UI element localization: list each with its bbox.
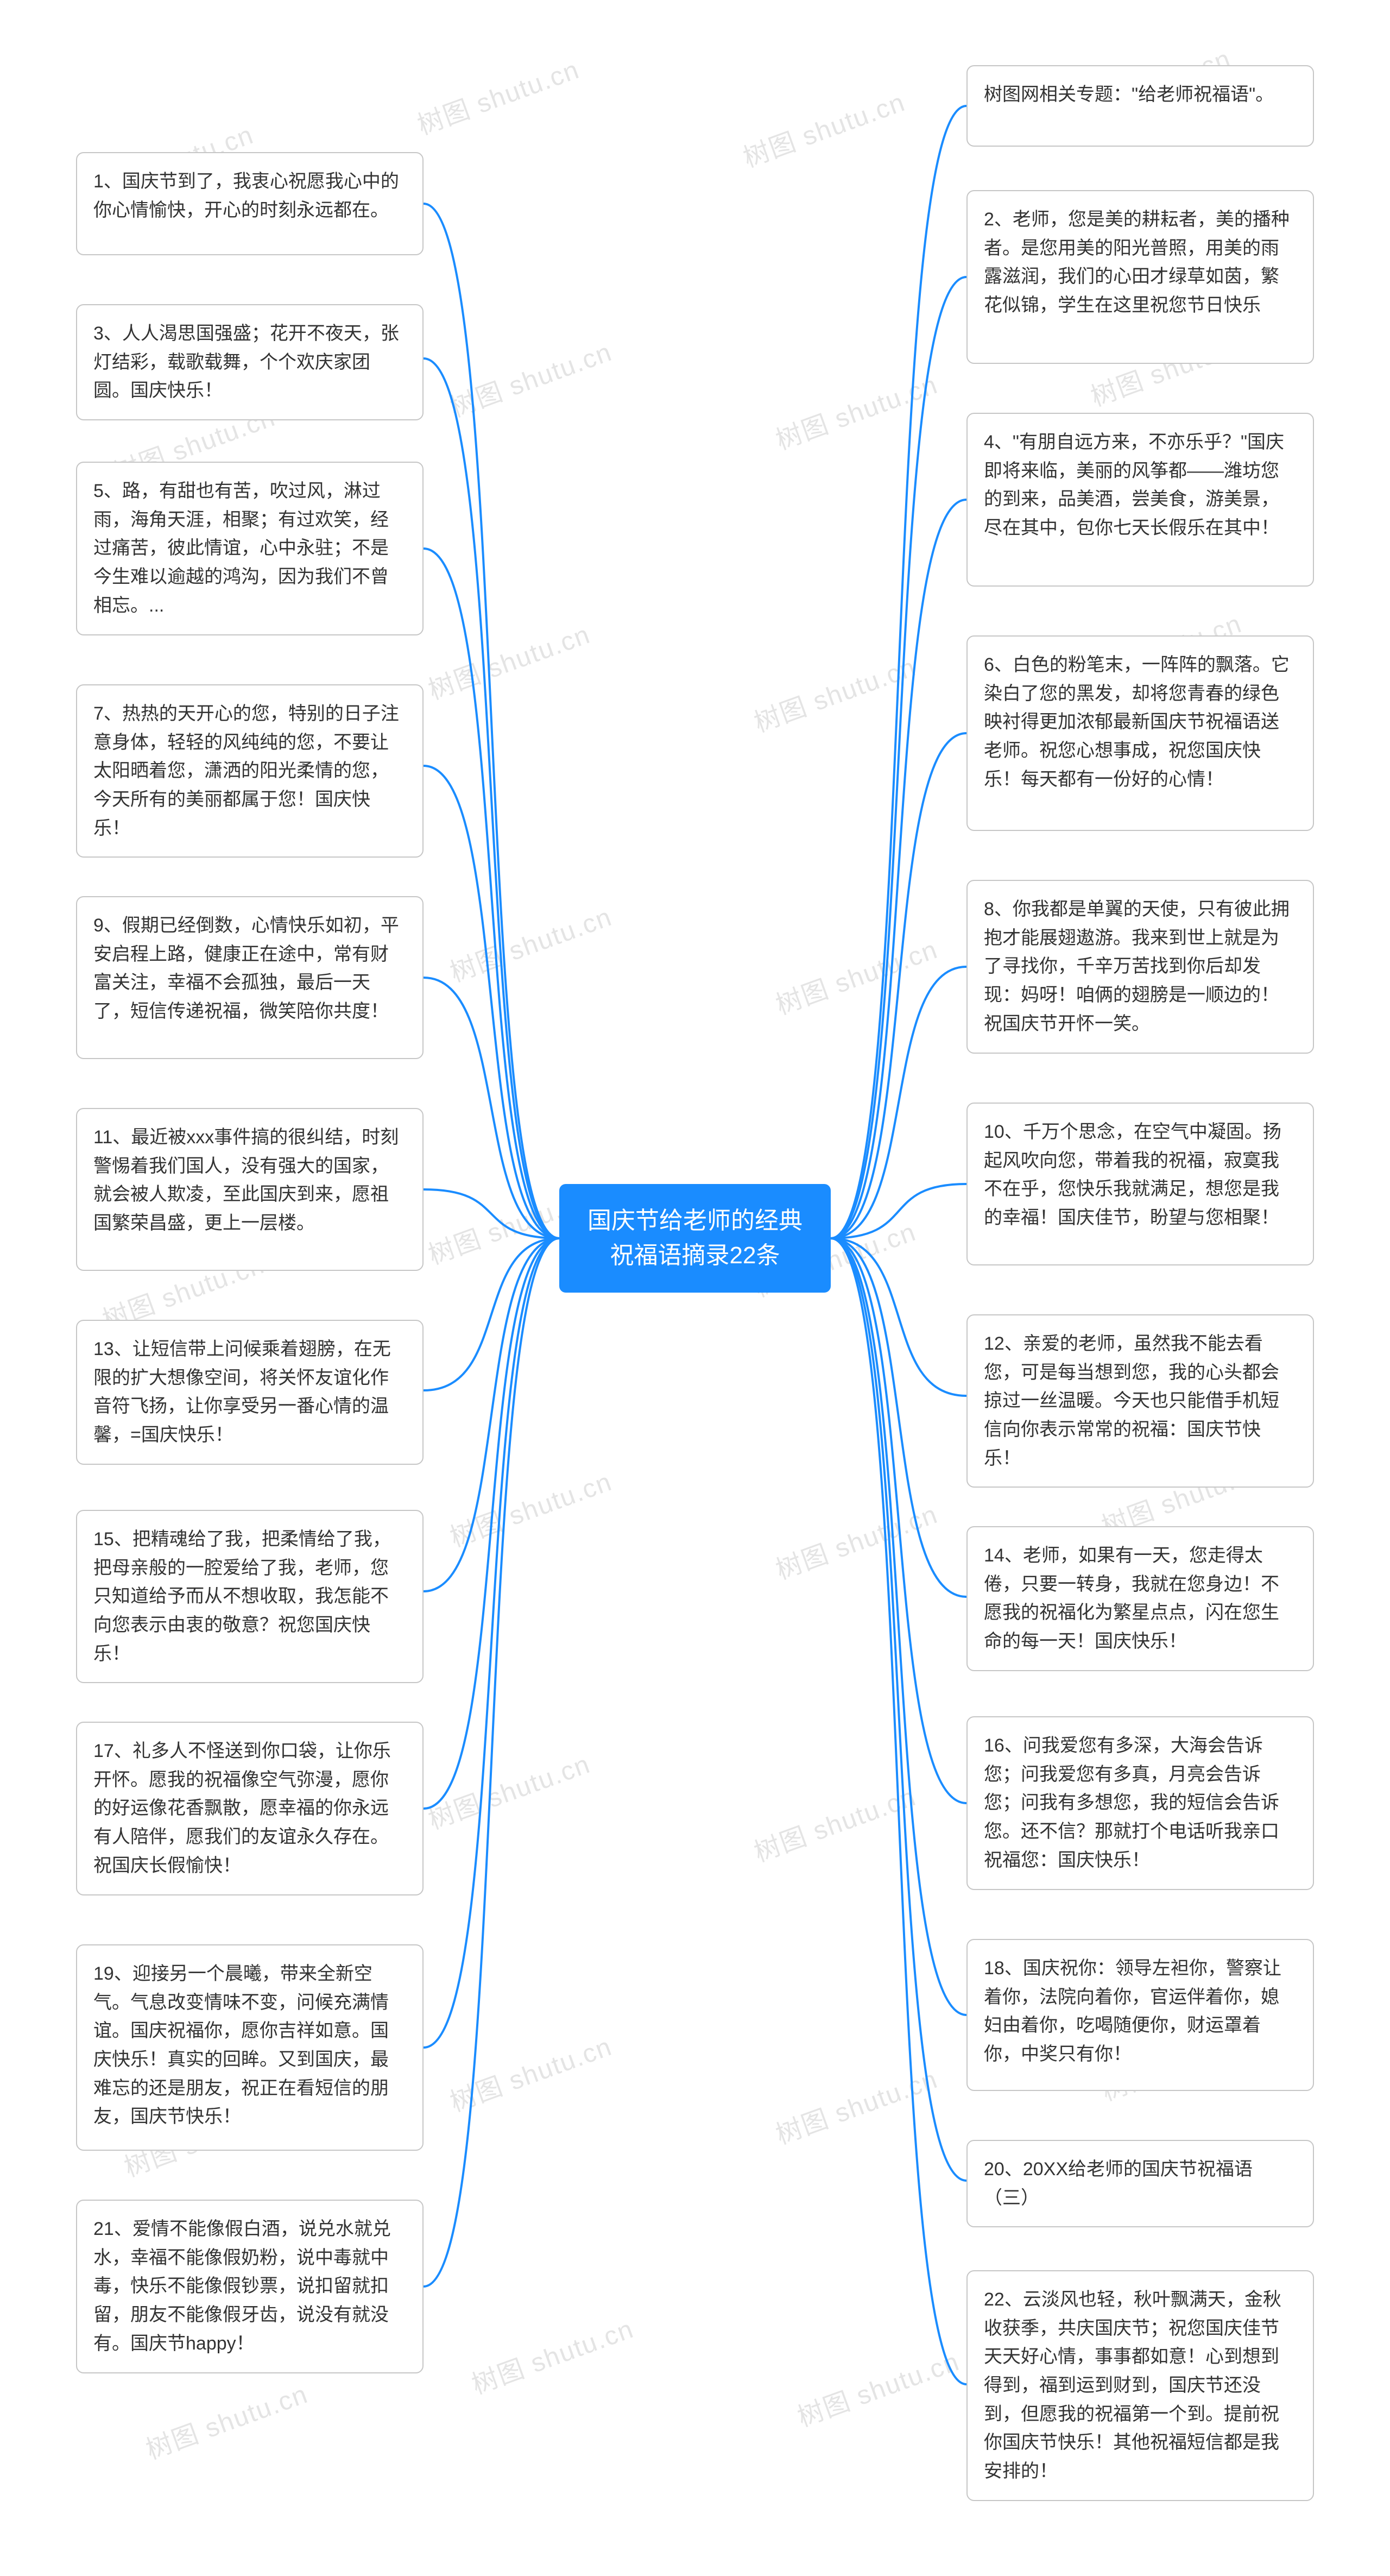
leaf-text: 9、假期已经倒数，心情快乐如初，平安启程上路，健康正在途中，常有财富关注，幸福不… bbox=[93, 915, 399, 1022]
leaf-node-17[interactable]: 17、礼多人不怪送到你口袋，让你乐开怀。愿我的祝福像空气弥漫，愿你的好运像花香飘… bbox=[76, 1722, 424, 1895]
leaf-text: 12、亲爱的老师，虽然我不能去看您，可是每当想到您，我的心头都会掠过一丝温暖。今… bbox=[984, 1333, 1279, 1469]
leaf-text: 树图网相关专题："给老师祝福语"。 bbox=[984, 84, 1274, 105]
leaf-node-20[interactable]: 20、20XX给老师的国庆节祝福语（三） bbox=[966, 2140, 1314, 2227]
leaf-text: 2、老师，您是美的耕耘者，美的播种者。是您用美的阳光普照，用美的雨露滋润，我们的… bbox=[984, 209, 1290, 316]
leaf-node-19[interactable]: 19、迎接另一个晨曦，带来全新空气。气息改变情味不变，问候充满情谊。国庆祝福你，… bbox=[76, 1944, 424, 2151]
leaf-text: 15、把精魂给了我，把柔情给了我，把母亲般的一腔爱给了我，老师，您只知道给予而从… bbox=[93, 1529, 391, 1664]
leaf-node-7[interactable]: 7、热热的天开心的您，特别的日子注意身体，轻轻的风纯纯的您，不要让太阳晒着您，潇… bbox=[76, 684, 424, 858]
leaf-node-3[interactable]: 3、人人渴思国强盛；花开不夜天，张灯结彩，载歌载舞，个个欢庆家团圆。国庆快乐！ bbox=[76, 304, 424, 420]
leaf-text: 20、20XX给老师的国庆节祝福语（三） bbox=[984, 2159, 1253, 2208]
leaf-text: 3、人人渴思国强盛；花开不夜天，张灯结彩，载歌载舞，个个欢庆家团圆。国庆快乐！ bbox=[93, 323, 399, 401]
leaf-node-5[interactable]: 5、路，有甜也有苦，吹过风，淋过雨，海角天涯，相聚；有过欢笑，经过痛苦，彼此情谊… bbox=[76, 462, 424, 635]
leaf-text: 8、你我都是单翼的天使，只有彼此拥抱才能展翅遨游。我来到世上就是为了寻找你，千辛… bbox=[984, 899, 1290, 1034]
leaf-text: 1、国庆节到了，我衷心祝愿我心中的你心情愉快，开心的时刻永远都在。 bbox=[93, 171, 399, 221]
leaf-text: 21、爱情不能像假白酒，说兑水就兑水，幸福不能像假奶粉，说中毒就中毒，快乐不能像… bbox=[93, 2219, 391, 2354]
mindmap-canvas: 树图 shutu.cn树图 shutu.cn树图 shutu.cn树图 shut… bbox=[0, 0, 1390, 2576]
leaf-node-21[interactable]: 21、爱情不能像假白酒，说兑水就兑水，幸福不能像假奶粉，说中毒就中毒，快乐不能像… bbox=[76, 2200, 424, 2373]
leaf-node-0[interactable]: 树图网相关专题："给老师祝福语"。 bbox=[966, 65, 1314, 147]
leaf-text: 6、白色的粉笔末，一阵阵的飘落。它染白了您的黑发，却将您青春的绿色映衬得更加浓郁… bbox=[984, 654, 1290, 790]
leaf-node-9[interactable]: 9、假期已经倒数，心情快乐如初，平安启程上路，健康正在途中，常有财富关注，幸福不… bbox=[76, 896, 424, 1059]
leaf-text: 16、问我爱您有多深，大海会告诉您；问我爱您有多真，月亮会告诉您；问我有多想您，… bbox=[984, 1735, 1279, 1870]
leaf-text: 7、热热的天开心的您，特别的日子注意身体，轻轻的风纯纯的您，不要让太阳晒着您，潇… bbox=[93, 703, 399, 839]
leaf-node-14[interactable]: 14、老师，如果有一天，您走得太倦，只要一转身，我就在您身边！不愿我的祝福化为繁… bbox=[966, 1526, 1314, 1671]
leaf-text: 11、最近被xxx事件搞的很纠结，时刻警惕着我们国人，没有强大的国家，就会被人欺… bbox=[93, 1127, 399, 1233]
leaf-node-2[interactable]: 2、老师，您是美的耕耘者，美的播种者。是您用美的阳光普照，用美的雨露滋润，我们的… bbox=[966, 190, 1314, 364]
leaf-text: 10、千万个思念，在空气中凝固。扬起风吹向您，带着我的祝福，寂寞我不在乎，您快乐… bbox=[984, 1122, 1281, 1228]
leaf-node-16[interactable]: 16、问我爱您有多深，大海会告诉您；问我爱您有多真，月亮会告诉您；问我有多想您，… bbox=[966, 1716, 1314, 1890]
leaf-text: 4、"有朋自远方来，不亦乐乎？"国庆即将来临，美丽的风筝都——潍坊您的到来，品美… bbox=[984, 432, 1284, 538]
leaf-node-11[interactable]: 11、最近被xxx事件搞的很纠结，时刻警惕着我们国人，没有强大的国家，就会被人欺… bbox=[76, 1108, 424, 1271]
leaf-node-13[interactable]: 13、让短信带上问候乘着翅膀，在无限的扩大想像空间，将关怀友谊化作音符飞扬，让你… bbox=[76, 1320, 424, 1465]
nodes-layer: 国庆节给老师的经典祝福语摘录22条 1、国庆节到了，我衷心祝愿我心中的你心情愉快… bbox=[0, 0, 1390, 2576]
leaf-text: 19、迎接另一个晨曦，带来全新空气。气息改变情味不变，问候充满情谊。国庆祝福你，… bbox=[93, 1963, 389, 2127]
leaf-node-6[interactable]: 6、白色的粉笔末，一阵阵的飘落。它染白了您的黑发，却将您青春的绿色映衬得更加浓郁… bbox=[966, 635, 1314, 831]
leaf-node-12[interactable]: 12、亲爱的老师，虽然我不能去看您，可是每当想到您，我的心头都会掠过一丝温暖。今… bbox=[966, 1314, 1314, 1488]
leaf-node-15[interactable]: 15、把精魂给了我，把柔情给了我，把母亲般的一腔爱给了我，老师，您只知道给予而从… bbox=[76, 1510, 424, 1683]
leaf-text: 14、老师，如果有一天，您走得太倦，只要一转身，我就在您身边！不愿我的祝福化为繁… bbox=[984, 1545, 1279, 1652]
leaf-text: 17、礼多人不怪送到你口袋，让你乐开怀。愿我的祝福像空气弥漫，愿你的好运像花香飘… bbox=[93, 1741, 391, 1876]
leaf-node-18[interactable]: 18、国庆祝你：领导左袒你，警察让着你，法院向着你，官运伴着你，媳妇由着你，吃喝… bbox=[966, 1939, 1314, 2091]
leaf-node-8[interactable]: 8、你我都是单翼的天使，只有彼此拥抱才能展翅遨游。我来到世上就是为了寻找你，千辛… bbox=[966, 880, 1314, 1054]
center-topic[interactable]: 国庆节给老师的经典祝福语摘录22条 bbox=[559, 1184, 831, 1293]
leaf-node-10[interactable]: 10、千万个思念，在空气中凝固。扬起风吹向您，带着我的祝福，寂寞我不在乎，您快乐… bbox=[966, 1103, 1314, 1265]
leaf-text: 13、让短信带上问候乘着翅膀，在无限的扩大想像空间，将关怀友谊化作音符飞扬，让你… bbox=[93, 1339, 391, 1445]
leaf-text: 5、路，有甜也有苦，吹过风，淋过雨，海角天涯，相聚；有过欢笑，经过痛苦，彼此情谊… bbox=[93, 481, 389, 616]
leaf-text: 18、国庆祝你：领导左袒你，警察让着你，法院向着你，官运伴着你，媳妇由着你，吃喝… bbox=[984, 1958, 1281, 2064]
leaf-text: 22、云淡风也轻，秋叶飘满天，金秋收获季，共庆国庆节；祝您国庆佳节天天好心情，事… bbox=[984, 2289, 1281, 2481]
leaf-node-1[interactable]: 1、国庆节到了，我衷心祝愿我心中的你心情愉快，开心的时刻永远都在。 bbox=[76, 152, 424, 255]
leaf-node-22[interactable]: 22、云淡风也轻，秋叶飘满天，金秋收获季，共庆国庆节；祝您国庆佳节天天好心情，事… bbox=[966, 2270, 1314, 2501]
leaf-node-4[interactable]: 4、"有朋自远方来，不亦乐乎？"国庆即将来临，美丽的风筝都——潍坊您的到来，品美… bbox=[966, 413, 1314, 587]
